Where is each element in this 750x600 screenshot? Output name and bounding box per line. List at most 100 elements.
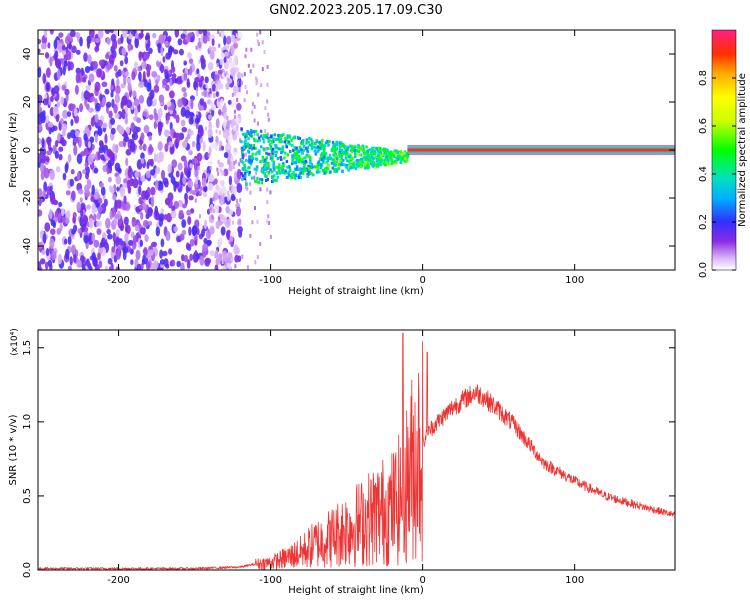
spectrogram-cell xyxy=(275,146,279,150)
spectrogram-cell xyxy=(164,40,169,47)
spectrogram-cell xyxy=(203,185,208,193)
spectrogram-cell xyxy=(61,123,68,132)
spectrogram-cell xyxy=(246,90,249,95)
spectrogram-cell xyxy=(38,137,42,145)
spectrogram-cell xyxy=(42,233,47,244)
spectrogram-cell xyxy=(340,161,343,165)
spectrogram-cell xyxy=(360,145,364,149)
spectrogram-cell xyxy=(292,160,296,164)
spectrogram-cell xyxy=(189,253,194,261)
spectrogram-cell xyxy=(57,132,61,142)
spectrogram-cell xyxy=(102,122,108,129)
spectrogram-cell xyxy=(250,134,254,138)
spectrogram-cell xyxy=(207,183,214,192)
spectrogram-cell xyxy=(77,228,82,234)
spectrogram-cell xyxy=(232,185,237,195)
spectrogram-cell xyxy=(256,39,259,44)
spectrogram-cell xyxy=(117,245,123,251)
spectrogram-cell xyxy=(119,186,125,198)
spectrogram-cell xyxy=(387,156,391,160)
spectrogram-cell xyxy=(226,267,229,270)
spectrogram-cell xyxy=(83,52,88,62)
spectrogram-cell xyxy=(115,199,122,209)
spectrogram-cell xyxy=(194,117,200,125)
spectrogram-cell xyxy=(218,195,221,200)
spectrogram-cell xyxy=(359,165,363,169)
spectrogram-cell xyxy=(52,106,59,117)
spectrogram-cell xyxy=(186,81,191,88)
spectrogram-cell xyxy=(277,147,281,151)
spectrogram-cell xyxy=(209,50,215,60)
spectrogram-cell xyxy=(271,151,275,155)
spectrogram-cell xyxy=(388,154,392,158)
spectrogram-cell xyxy=(220,226,226,236)
spectrogram-cell xyxy=(395,156,398,160)
spectrogram-cell xyxy=(338,152,341,156)
spectrogram-cell xyxy=(87,140,92,149)
spectrogram-cell xyxy=(231,98,237,108)
spectrogram-cell xyxy=(292,170,295,174)
spectrogram-cell xyxy=(292,136,295,140)
spectrogram-cell xyxy=(43,30,48,38)
spectrogram-cell xyxy=(262,140,266,144)
spectrogram-cell xyxy=(324,156,328,160)
spectrogram-cell xyxy=(151,241,157,248)
spectrogram-cell xyxy=(270,149,274,153)
spectrogram-cell xyxy=(256,219,259,224)
spectrogram-cell xyxy=(74,84,79,95)
spectrogram-cell xyxy=(160,169,166,180)
spectrogram-cell xyxy=(75,72,81,84)
spectrogram-cell xyxy=(188,129,194,136)
colorbar-tick-label: 0.8 xyxy=(698,70,709,86)
spectrogram-cell xyxy=(100,154,105,161)
spectrogram-cell xyxy=(320,158,324,162)
spectrogram-cell xyxy=(341,142,345,146)
spectrogram-cell xyxy=(38,67,42,78)
spectrogram-cell xyxy=(115,249,121,260)
spectrogram-cell xyxy=(49,228,56,235)
spectrogram-cell xyxy=(274,178,277,182)
spectrogram-cell xyxy=(286,165,289,169)
spectrogram-cell xyxy=(308,137,311,141)
spectrogram-cell xyxy=(181,229,187,236)
spectrogram-cell xyxy=(125,203,131,209)
spectrogram-cell xyxy=(379,153,383,157)
spectrogram-cell xyxy=(274,153,278,157)
spectrogram-cell xyxy=(249,182,252,187)
spectrogram-cell xyxy=(247,145,250,149)
spectrogram-cell xyxy=(264,163,267,167)
spectrogram-cell xyxy=(360,158,363,162)
snr-plot-area xyxy=(38,330,675,570)
spectrogram-cell xyxy=(280,166,283,170)
spectrogram-cell xyxy=(249,155,252,159)
spectrogram-cell xyxy=(307,166,310,170)
spectrogram-cell xyxy=(287,140,291,144)
spectrogram-cell xyxy=(220,98,224,104)
spectrogram-cell xyxy=(290,143,294,147)
spectrogram-cell xyxy=(123,74,127,86)
spectrogram-cell xyxy=(202,191,208,198)
spectrogram-cell xyxy=(175,139,179,149)
spectrogram-cell xyxy=(218,130,221,135)
spectrogram-cell xyxy=(236,80,239,85)
spectrogram-cell xyxy=(67,132,72,140)
spectrogram-cell xyxy=(254,260,257,265)
spectrogram-cell xyxy=(75,67,81,75)
spectrogram-cell xyxy=(324,152,327,156)
spectrogram-cell xyxy=(50,219,56,227)
spectrogram-cell xyxy=(214,141,218,152)
spectrogram-cell xyxy=(62,65,66,76)
spectrogram-cell xyxy=(359,162,363,166)
snr-y-tick-label: 0.5 xyxy=(22,488,33,504)
spectrogram-cell xyxy=(227,81,230,86)
spectrogram-cell xyxy=(84,227,89,233)
spectrogram-cell xyxy=(238,88,241,93)
spectrogram-cell xyxy=(254,146,257,150)
spectrogram-cell xyxy=(138,204,144,210)
spectrogram-cell xyxy=(239,158,242,163)
spectrogram-cell xyxy=(267,117,270,122)
spectrogram-cell xyxy=(348,155,352,159)
snr-x-tick-label: -100 xyxy=(259,575,282,586)
spectrogram-cell xyxy=(207,234,210,239)
spectrogram-cell xyxy=(319,163,322,167)
